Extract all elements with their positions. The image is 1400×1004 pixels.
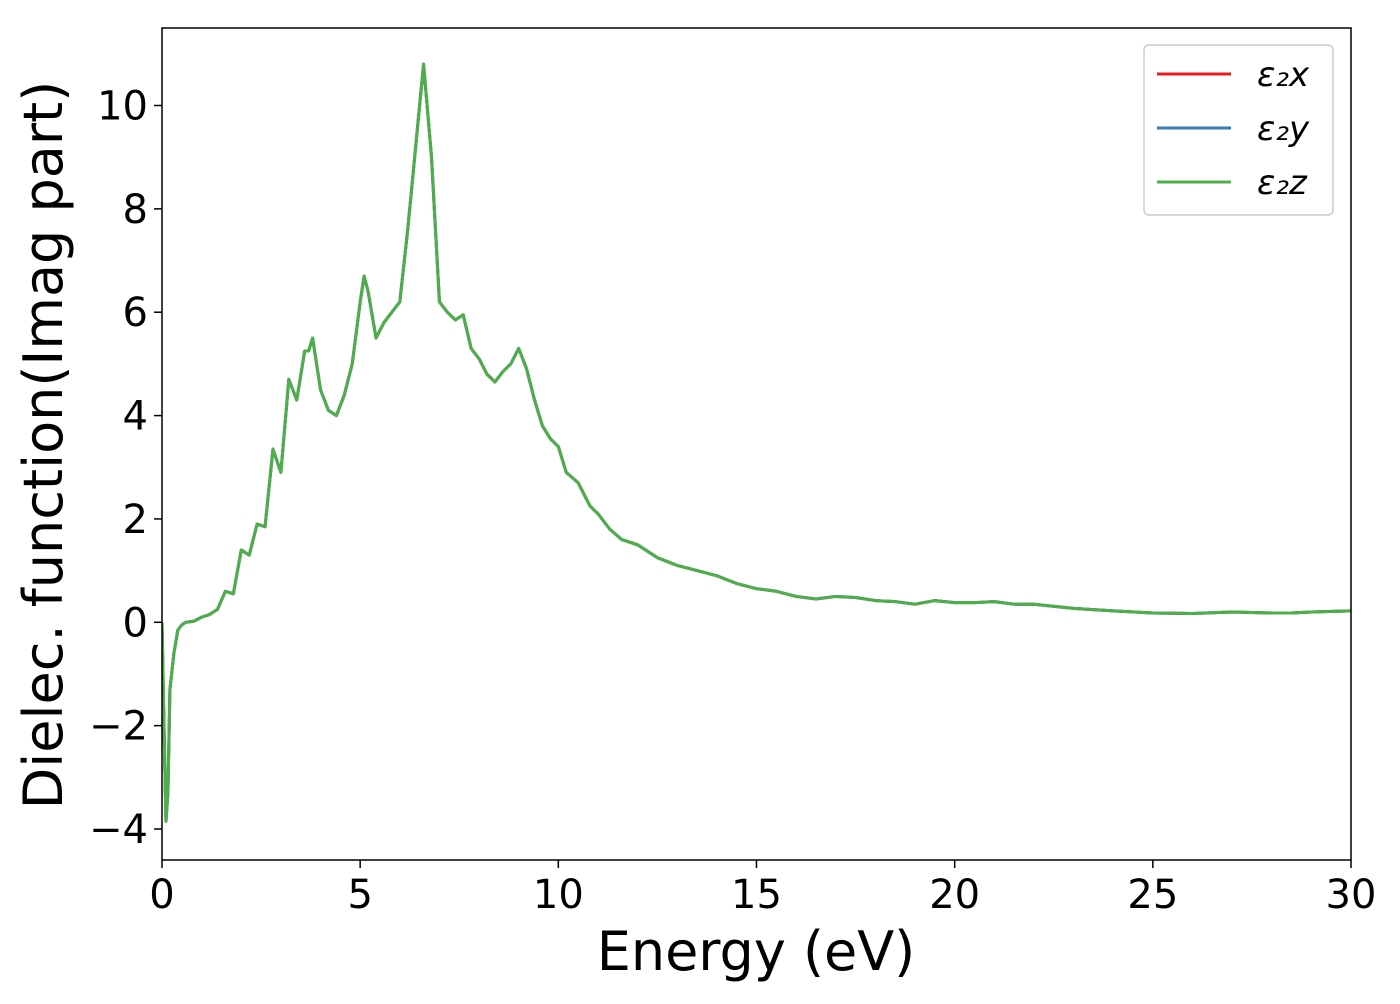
x-tick-label: 25: [1127, 872, 1178, 918]
legend-label: ε₂y: [1257, 109, 1310, 149]
x-tick-label: 0: [149, 872, 174, 918]
y-tick-label: 10: [97, 84, 148, 130]
y-axis-label: Dielec. function(Imag part): [12, 81, 75, 810]
x-tick-label: 10: [533, 872, 584, 918]
y-tick-label: 2: [123, 497, 148, 543]
y-tick-label: 8: [123, 187, 148, 233]
legend-label: ε₂z: [1257, 163, 1308, 203]
y-tick-label: 4: [123, 394, 148, 440]
plot-frame: [161, 27, 1352, 861]
x-tick-label: 20: [929, 872, 980, 918]
x-tick-label: 30: [1326, 872, 1377, 918]
series-line: [162, 62, 1351, 823]
x-tick-label: 15: [731, 872, 782, 918]
y-tick-label: −4: [89, 807, 148, 853]
legend-label: ε₂x: [1257, 55, 1310, 95]
x-axis-label: Energy (eV): [597, 920, 916, 983]
legend-box: [1143, 44, 1334, 216]
y-tick-label: 0: [123, 600, 148, 646]
y-tick-label: −2: [89, 704, 148, 750]
y-tick-label: 6: [123, 290, 148, 336]
x-tick-label: 5: [347, 872, 372, 918]
